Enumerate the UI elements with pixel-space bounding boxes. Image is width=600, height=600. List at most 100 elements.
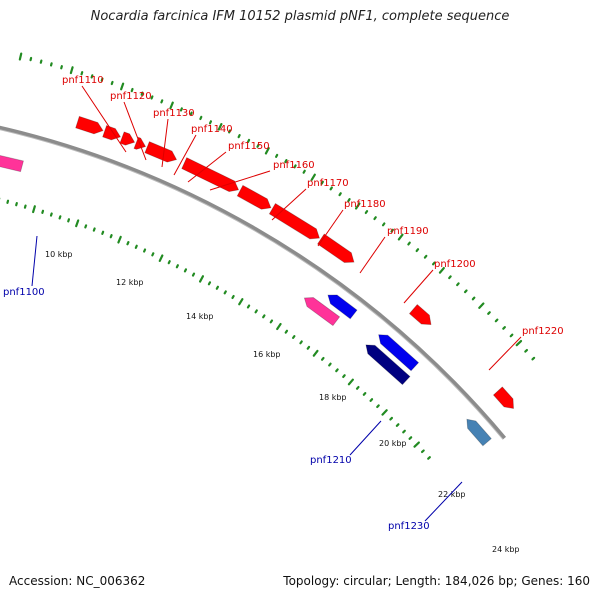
forward-gene-arrow[interactable] — [268, 202, 321, 240]
forward-ruler-tick — [347, 198, 351, 203]
reverse-ruler-tick — [58, 215, 62, 220]
forward-ruler-tick — [397, 233, 404, 241]
forward-gene-arrow[interactable] — [492, 386, 514, 410]
reverse-ruler-tick — [158, 254, 164, 263]
reverse-ruler-tick — [269, 319, 274, 324]
gene-label-pnf1120[interactable]: pnf1120 — [110, 91, 152, 102]
gene-leader-line — [349, 420, 382, 456]
gene-leader-line — [403, 269, 434, 304]
accession-label: Accession: NC_006362 — [9, 574, 146, 588]
forward-ruler-tick — [310, 173, 316, 181]
reverse-ruler-tick — [408, 436, 413, 440]
forward-ruler-tick — [438, 266, 445, 274]
forward-gene-arrow[interactable] — [102, 125, 122, 141]
forward-ruler-tick — [502, 326, 506, 330]
reverse-ruler-tick — [6, 199, 10, 204]
reverse-ruler-tick — [126, 241, 130, 246]
reverse-ruler-tick — [215, 285, 220, 290]
forward-ruler-tick — [18, 52, 23, 61]
reverse-ruler-tick — [84, 224, 88, 229]
forward-ruler-tick — [338, 192, 342, 197]
forward-ruler-tick — [364, 210, 369, 215]
forward-ruler-tick — [256, 143, 260, 148]
reverse-ruler-tick — [284, 329, 289, 334]
forward-gene-arrow[interactable] — [181, 157, 240, 193]
forward-ruler-tick — [494, 318, 499, 323]
reverse-ruler-tick — [376, 404, 380, 409]
forward-gene-arrow[interactable] — [119, 131, 136, 146]
forward-gene-arrow[interactable] — [316, 233, 355, 263]
gene-label-pnf1190[interactable]: pnf1190 — [387, 226, 429, 237]
forward-ruler-tick — [160, 99, 164, 104]
reverse-gene-arrow[interactable] — [466, 418, 492, 447]
forward-ruler-tick — [169, 101, 174, 110]
backbone-arc-highlight — [0, 129, 504, 440]
forward-ruler-tick — [487, 311, 491, 315]
gene-leader-line — [317, 209, 344, 247]
forward-ruler-tick — [423, 254, 428, 259]
gene-leader-line — [173, 134, 197, 176]
reverse-ruler-tick — [151, 252, 155, 257]
reverse-ruler-tick — [223, 290, 227, 295]
reverse-ruler-tick — [246, 304, 251, 309]
reverse-ruler-tick — [369, 398, 374, 402]
gene-label-pnf1180[interactable]: pnf1180 — [344, 199, 386, 210]
forward-gene-arrow[interactable] — [236, 184, 272, 210]
gene-leader-line — [123, 101, 147, 161]
map-title: Nocardia farcinica IFM 10152 plasmid pNF… — [90, 9, 510, 24]
forward-ruler-tick — [120, 82, 125, 91]
forward-ruler-tick — [29, 56, 33, 62]
reverse-gene-arrow-inner[interactable] — [365, 344, 411, 386]
gene-label-pnf1230[interactable]: pnf1230 — [388, 521, 430, 532]
reverse-ruler-tick — [312, 349, 319, 357]
gene-label-pnf1150[interactable]: pnf1150 — [228, 141, 270, 152]
reverse-ruler-tick — [335, 368, 339, 373]
gene-leader-line — [424, 481, 463, 522]
forward-gene-arrow[interactable] — [408, 303, 432, 326]
gene-leader-line — [271, 188, 307, 221]
gene-label-pnf1170[interactable]: pnf1170 — [307, 178, 349, 189]
reverse-gene-arrow-inner[interactable] — [0, 148, 24, 173]
reverse-ruler-tick — [32, 205, 36, 214]
forward-ruler-tick — [407, 241, 411, 246]
forward-ruler-tick — [179, 107, 183, 112]
reverse-ruler-tick — [381, 409, 388, 416]
reverse-ruler-tick — [143, 248, 147, 253]
reverse-ruler-tick — [291, 335, 296, 339]
reverse-ruler-tick — [427, 456, 431, 460]
forward-ruler-tick — [431, 261, 436, 266]
gene-label-pnf1140[interactable]: pnf1140 — [191, 124, 233, 135]
gene-label-pnf1160[interactable]: pnf1160 — [273, 160, 315, 171]
scale-tick-label: 24 kbp — [492, 545, 520, 554]
reverse-gene-arrow[interactable] — [378, 334, 420, 372]
scale-tick-label: 20 kbp — [379, 439, 407, 448]
gene-label-pnf1130[interactable]: pnf1130 — [153, 108, 195, 119]
forward-ruler-tick — [320, 180, 324, 185]
forward-ruler-tick — [448, 275, 452, 280]
scale-tick-label: 22 kbp — [438, 490, 466, 499]
gene-label-pnf1220[interactable]: pnf1220 — [522, 326, 564, 337]
forward-ruler-tick — [509, 333, 514, 338]
reverse-ruler-tick — [67, 218, 71, 223]
forward-ruler-tick — [90, 74, 94, 79]
gene-label-pnf1200[interactable]: pnf1200 — [434, 259, 476, 270]
forward-ruler-tick — [274, 153, 279, 158]
gene-leader-line — [31, 235, 38, 287]
backbone-arc — [0, 125, 507, 440]
forward-gene-arrow[interactable] — [75, 115, 104, 135]
gene-leader-line — [187, 151, 227, 183]
reverse-ruler-tick — [355, 385, 360, 390]
forward-ruler-tick — [329, 186, 333, 191]
forward-ruler-tick — [199, 115, 203, 121]
reverse-ruler-tick — [41, 209, 45, 214]
gene-leader-line — [161, 118, 169, 168]
gene-label-pnf1210[interactable]: pnf1210 — [310, 455, 352, 466]
gene-leader-line — [359, 236, 386, 274]
gene-label-pnf1100[interactable]: pnf1100 — [3, 287, 45, 298]
reverse-ruler-tick — [92, 227, 96, 232]
reverse-gene-arrow-inner[interactable] — [303, 297, 341, 327]
forward-gene-arrow[interactable] — [144, 141, 178, 163]
gene-label-pnf1110[interactable]: pnf1110 — [62, 75, 104, 86]
reverse-gene-arrow[interactable] — [327, 294, 358, 320]
